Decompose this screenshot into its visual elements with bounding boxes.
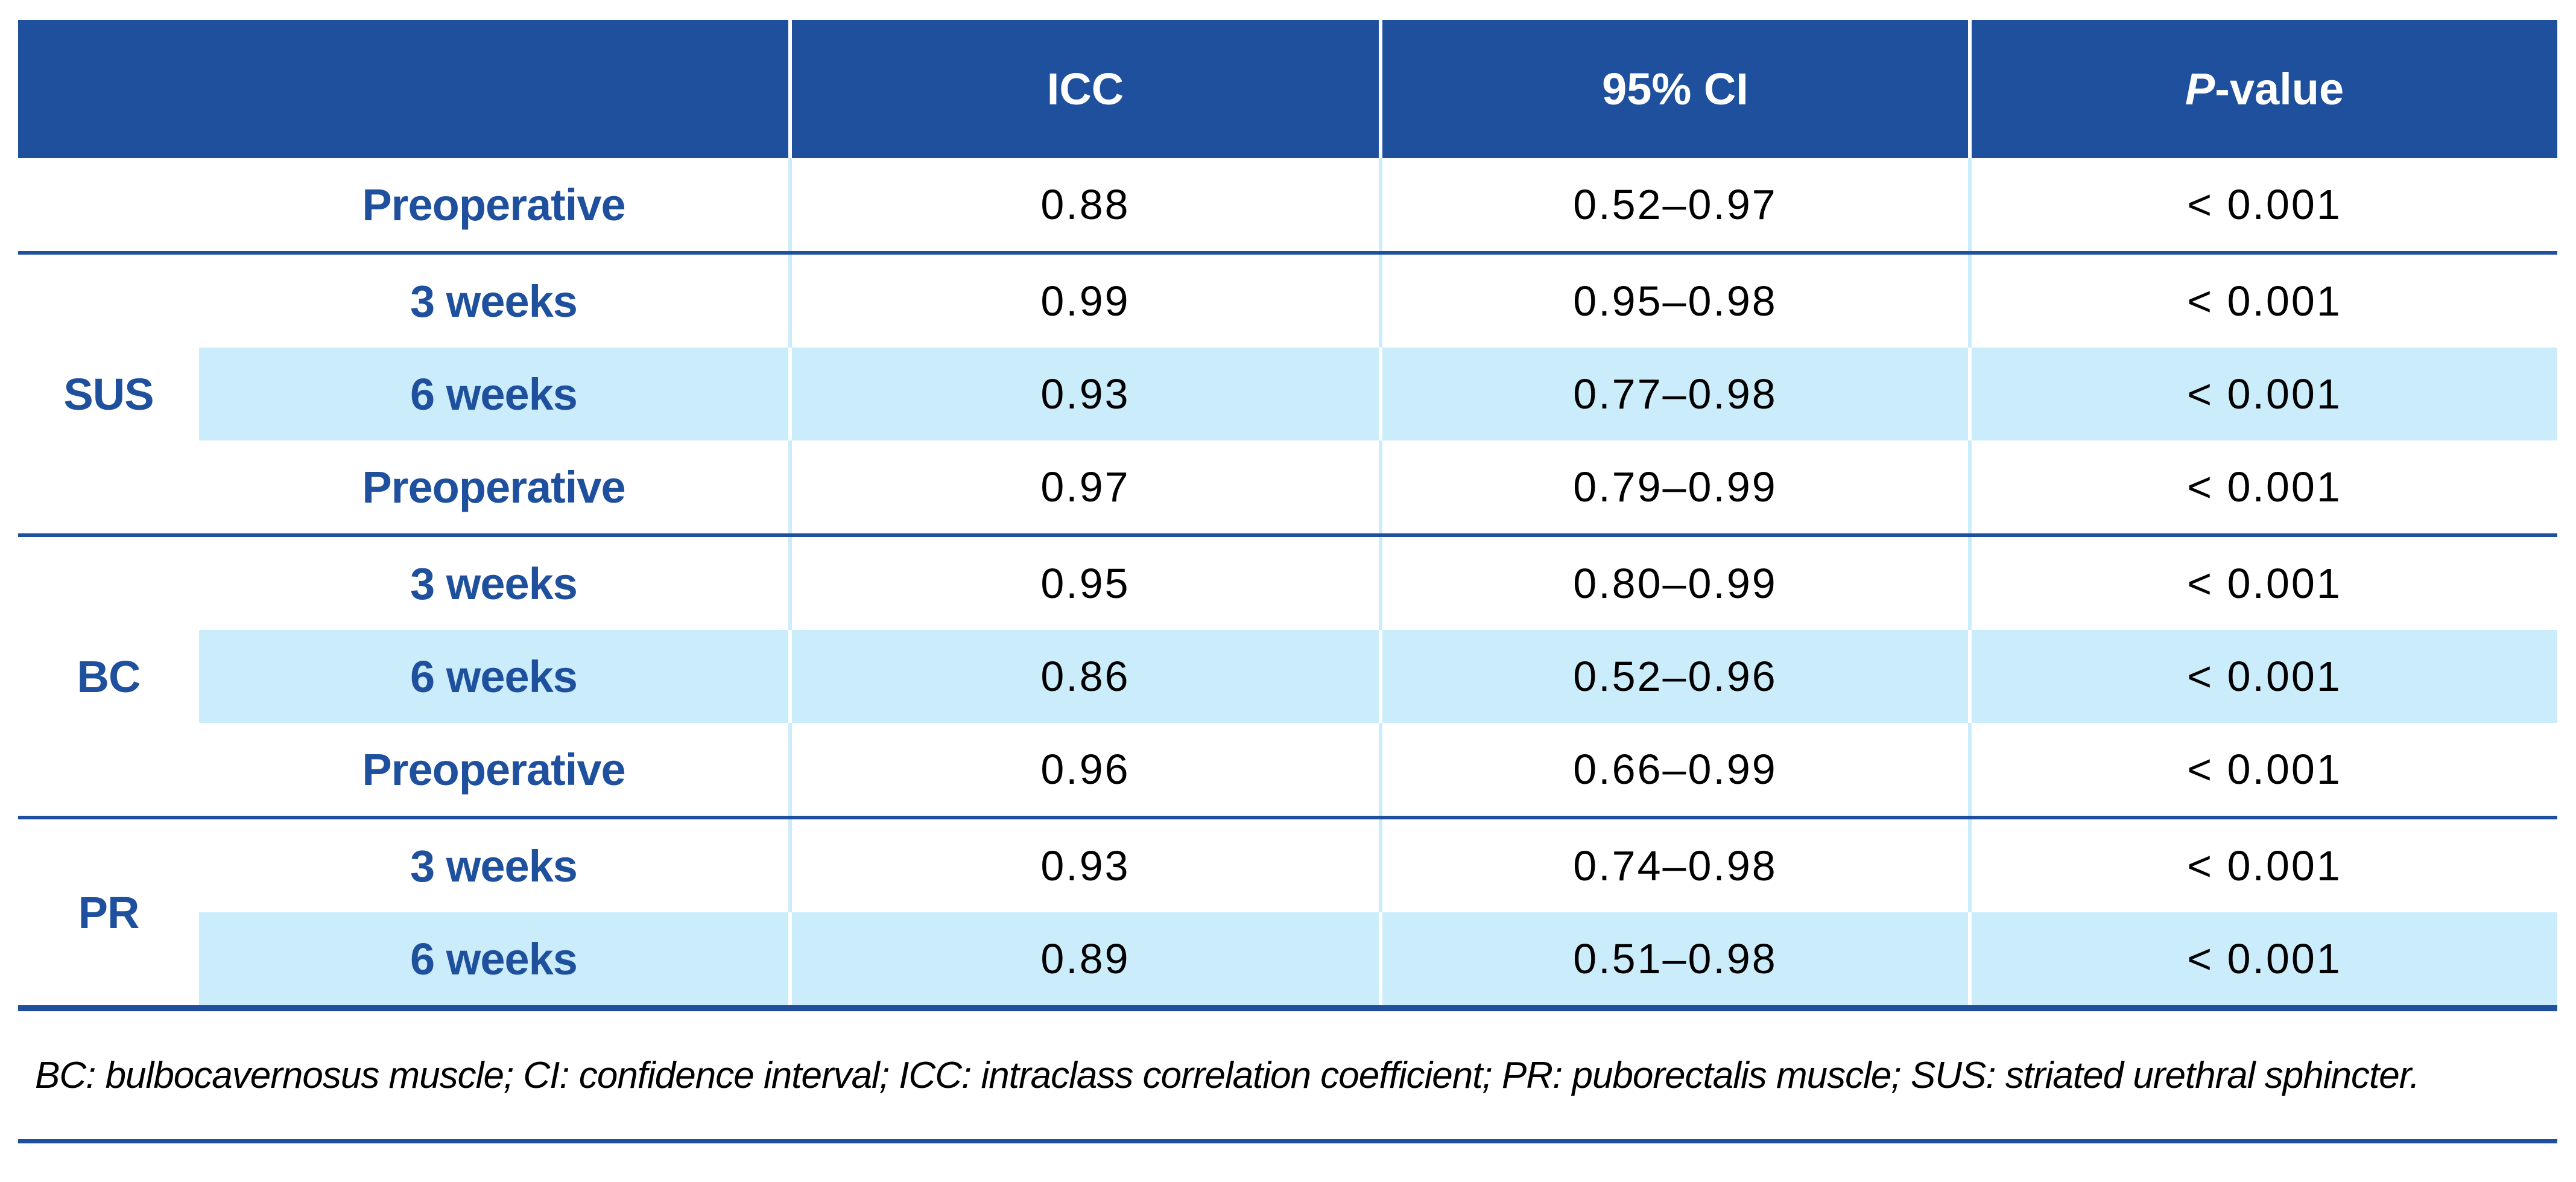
group-label-cell: BC [18,537,199,816]
group-separator-line [18,533,2557,537]
separator-line-fill [18,533,2557,537]
p-value-cell: < 0.001 [1968,630,2557,723]
table-header: ICC 95% CI P-value [18,20,2557,158]
p-value-cell: < 0.001 [1968,723,2557,816]
ci-value-cell: 0.77–0.98 [1379,348,1968,440]
separator-line-fill [18,251,2557,255]
p-value-cell: < 0.001 [1968,537,2557,630]
group-label-cell [18,158,199,251]
icc-value-cell: 0.93 [788,348,1379,440]
ci-value-cell: 0.95–0.98 [1379,255,1968,348]
row-label-cell: 3 weeks [199,255,788,348]
icc-value-cell: 0.95 [788,537,1379,630]
ci-value-cell: 0.52–0.97 [1379,158,1968,251]
ci-value-cell: 0.52–0.96 [1379,630,1968,723]
ci-value-cell: 0.79–0.99 [1379,440,1968,533]
p-value-cell: < 0.001 [1968,912,2557,1005]
row-label-cell: Preoperative [199,158,788,251]
row-label-cell: Preoperative [199,440,788,533]
p-value-cell: < 0.001 [1968,348,2557,440]
icc-value-cell: 0.96 [788,723,1379,816]
separator-line-fill [18,816,2557,819]
table-row: Preoperative 0.88 0.52–0.97 < 0.001 [18,158,2557,251]
table-row: 6 weeks 0.86 0.52–0.96 < 0.001 [18,630,2557,723]
row-label-cell: 3 weeks [199,819,788,912]
p-value-cell: < 0.001 [1968,158,2557,251]
bottom-rule-line [18,1139,2557,1143]
icc-value-cell: 0.97 [788,440,1379,533]
icc-value-cell: 0.99 [788,255,1379,348]
column-header-empty [18,20,788,158]
group-label-cell: PR [18,819,199,1005]
table-footnote: BC: bulbocavernosus muscle; CI: confiden… [35,1054,2420,1096]
table-row: PR 3 weeks 0.93 0.74–0.98 < 0.001 [18,819,2557,1005]
table-row: Preoperative 0.97 0.79–0.99 < 0.001 [18,440,2557,533]
p-value-cell: < 0.001 [1968,255,2557,348]
icc-value-cell: 0.93 [788,819,1379,912]
icc-value-cell: 0.86 [788,630,1379,723]
p-value-italic-p: P [2185,64,2215,114]
row-label-cell: 6 weeks [199,348,788,440]
ci-value-cell: 0.80–0.99 [1379,537,1968,630]
header-row: ICC 95% CI P-value [18,20,2557,158]
row-label-cell: 6 weeks [199,912,788,1005]
table-bottom-separator-line [18,1005,2557,1011]
table-body: Preoperative 0.88 0.52–0.97 < 0.001 SUS 3 wee… [18,158,2557,1011]
table-row: BC 3 weeks 0.95 0.80–0.99 < 0.001 [18,537,2557,816]
ci-value-cell: 0.51–0.98 [1379,912,1968,1005]
table-row: Preoperative 0.96 0.66–0.99 < 0.001 [18,723,2557,816]
table-row: SUS 3 weeks 0.99 0.95–0.98 < 0.001 [18,255,2557,533]
icc-reliability-table: ICC 95% CI P-value Preoperative 0.88 0.52–… [18,20,2557,1011]
column-header-p-value: P-value [1968,20,2557,158]
row-label-cell: 3 weeks [199,537,788,630]
row-label-cell: Preoperative [199,723,788,816]
table-container: ICC 95% CI P-value Preoperative 0.88 0.52–… [18,20,2557,1143]
group-separator-line [18,251,2557,255]
ci-value-cell: 0.66–0.99 [1379,723,1968,816]
icc-value-cell: 0.88 [788,158,1379,251]
group-separator-line [18,816,2557,819]
column-header-icc: ICC [788,20,1379,158]
group-label-cell: SUS [18,255,199,533]
column-header-95ci: 95% CI [1379,20,1968,158]
separator-line-fill [18,1005,2557,1011]
ci-value-cell: 0.74–0.98 [1379,819,1968,912]
table-row: 6 weeks 0.89 0.51–0.98 < 0.001 [18,912,2557,1005]
p-value-cell: < 0.001 [1968,819,2557,912]
row-label-cell: 6 weeks [199,630,788,723]
p-value-suffix: -value [2215,64,2344,114]
icc-value-cell: 0.89 [788,912,1379,1005]
table-row: 6 weeks 0.93 0.77–0.98 < 0.001 [18,348,2557,440]
p-value-cell: < 0.001 [1968,440,2557,533]
